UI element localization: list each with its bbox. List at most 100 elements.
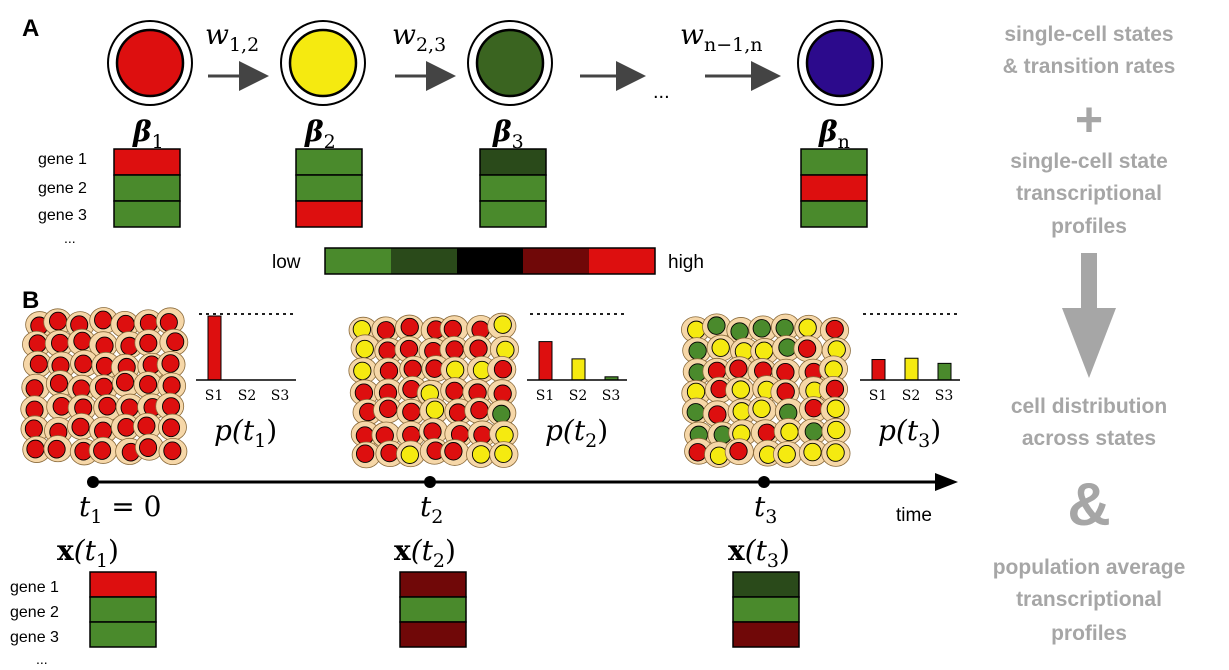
cell-nucleus [353, 361, 372, 381]
gene-expression-cell [399, 571, 467, 598]
cell-nucleus [707, 316, 726, 335]
cell-nucleus [826, 443, 845, 462]
probability-bar [904, 357, 919, 381]
cell-nucleus [94, 377, 114, 397]
gene-label: gene 2 [10, 604, 59, 621]
state-tick-label: S1 [536, 388, 555, 404]
side-text-profile-3: profiles [1051, 215, 1127, 238]
cell-nucleus [403, 359, 422, 379]
cell-nucleus [29, 354, 48, 374]
cell-nucleus [470, 400, 489, 420]
panel-b-label: B [22, 287, 39, 314]
cell-nucleus [402, 402, 421, 422]
state-beta-label: βn [818, 115, 850, 153]
population-gene-profiles [89, 571, 800, 648]
cell-nucleus [400, 317, 419, 337]
cell-nucleus [117, 417, 136, 437]
cell-nucleus [73, 331, 92, 351]
scale-border [324, 247, 656, 275]
gene-more-label: ... [64, 230, 76, 246]
scale-segment [391, 248, 457, 274]
cell-nucleus [824, 360, 843, 379]
scale-segment [589, 248, 655, 274]
cell-nucleus [355, 339, 374, 359]
state-tick-label: S2 [902, 388, 921, 404]
side-text-average-1: population average [993, 556, 1186, 579]
gene-expression-cell [800, 174, 868, 202]
color-scale: low high [272, 247, 704, 275]
time-label: time [896, 505, 932, 526]
cell-nucleus [26, 439, 45, 459]
cell-nucleus [780, 422, 799, 442]
distribution-label: p(t2) [545, 414, 608, 452]
cell-nucleus [446, 360, 465, 380]
distribution-label: p(t3) [878, 414, 941, 452]
scale-low-label: low [272, 252, 301, 273]
cell-nucleus [137, 416, 156, 436]
timepoint-label: t3 [754, 490, 777, 528]
cell-nucleus [116, 314, 135, 334]
side-ampersand: & [1067, 471, 1110, 538]
cell-nucleus [492, 404, 511, 424]
side-text-distribution-2: across states [1022, 427, 1156, 450]
gene-expression-cell [732, 621, 800, 648]
gene-label: gene 1 [38, 151, 87, 168]
cell-nucleus [98, 396, 117, 416]
gene-expression-cell [800, 148, 868, 176]
cell-nucleus [166, 332, 185, 352]
distribution-label: p(t1) [214, 414, 277, 452]
cell-nucleus [826, 399, 845, 418]
cell-cluster [348, 312, 520, 469]
gene-label: gene 3 [38, 207, 87, 224]
side-text-average-3: profiles [1051, 622, 1127, 645]
cell-nucleus [443, 319, 462, 339]
cell-nucleus [804, 398, 823, 418]
cell-nucleus [493, 360, 513, 379]
cell-nucleus [162, 376, 181, 395]
gene-expression-cell [479, 148, 547, 176]
side-text-states: single-cell states [1004, 23, 1173, 46]
cell-nucleus [729, 441, 748, 461]
gene-expression-cell [479, 174, 547, 202]
timepoint-label: t2 [420, 490, 443, 528]
cell-nucleus [355, 444, 375, 463]
cell-nucleus [71, 417, 90, 437]
cell-nucleus [161, 354, 180, 373]
cell-nucleus [51, 333, 70, 353]
state-tick-label: S2 [569, 388, 588, 404]
panel-a-label: A [22, 15, 39, 42]
scale-segment [457, 248, 523, 274]
cell-nucleus [94, 310, 113, 330]
cell-nucleus [378, 341, 397, 360]
cell-nucleus [400, 445, 419, 464]
cell-nucleus [496, 340, 515, 360]
cell-nucleus [776, 382, 795, 401]
cell-nucleus [49, 311, 68, 331]
side-text-average-2: transcriptional [1016, 588, 1162, 611]
cell-nucleus [24, 419, 43, 439]
side-text-rates: & transition rates [1003, 55, 1176, 78]
state-tick-label: S1 [205, 388, 224, 404]
cell-nucleus [444, 442, 463, 461]
timepoint-marker [758, 476, 770, 488]
timepoint-label: t1 = 0 [79, 490, 161, 528]
gene-labels-b: gene 1 gene 2 gene 3 ... [10, 579, 59, 667]
cell-nucleus [139, 438, 158, 457]
cell-nucleus [139, 375, 158, 394]
state-tick-label: S1 [869, 388, 888, 404]
cell-nucleus [445, 340, 464, 359]
side-arrow-shaft [1081, 253, 1097, 311]
state-tick-label: S2 [238, 388, 257, 404]
probability-bar [538, 341, 553, 381]
side-arrow-head [1062, 308, 1116, 378]
cell-nucleus [754, 341, 774, 361]
cell-nucleus [28, 334, 47, 354]
cell-nucleus [379, 361, 399, 381]
cell-nucleus [804, 422, 823, 441]
cell-nucleus [93, 441, 112, 460]
gene-label: gene 2 [38, 180, 87, 197]
side-text-profile-2: transcriptional [1016, 182, 1162, 205]
gene-expression-cell [113, 200, 181, 228]
cell-nucleus [688, 443, 707, 462]
